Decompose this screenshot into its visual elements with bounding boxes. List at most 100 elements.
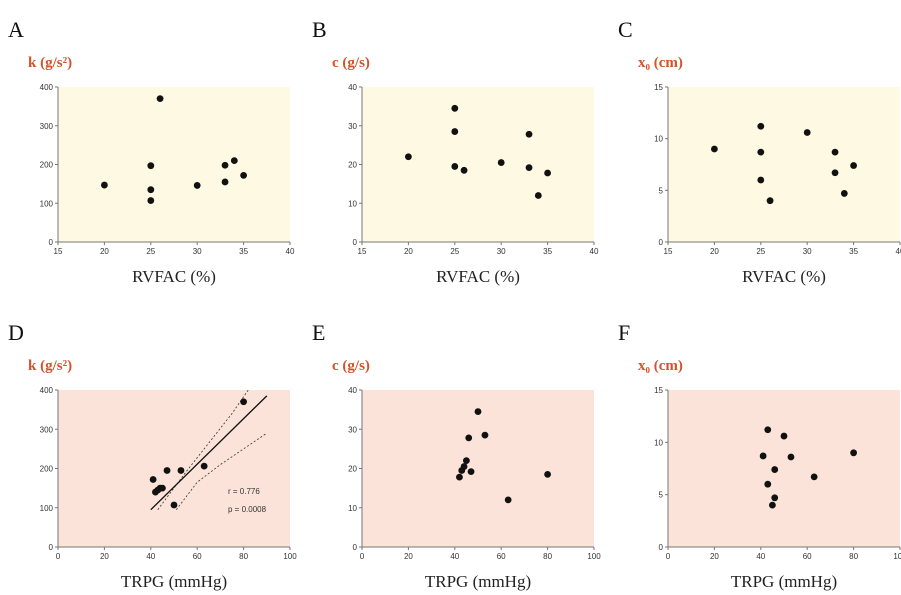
y-axis-label-e: c (g/s) xyxy=(332,358,370,374)
x-tick-label: 30 xyxy=(497,247,506,256)
data-point xyxy=(850,162,857,169)
plot-area-d xyxy=(58,390,290,547)
x-tick-label: 100 xyxy=(587,552,601,561)
y-tick-label: 200 xyxy=(40,161,54,170)
data-point xyxy=(482,432,489,439)
data-point xyxy=(505,497,512,504)
x-tick-label: 15 xyxy=(664,247,673,256)
data-point xyxy=(465,434,472,441)
data-point xyxy=(760,453,767,460)
x-tick-label: 0 xyxy=(56,552,61,561)
data-point xyxy=(711,146,718,153)
data-point xyxy=(147,162,154,169)
x-tick-label: 30 xyxy=(803,247,812,256)
x-tick-label: 15 xyxy=(358,247,367,256)
data-point xyxy=(757,123,764,130)
x-tick-label: 20 xyxy=(710,552,719,561)
y-tick-label: 10 xyxy=(654,135,663,144)
y-tick-label: 40 xyxy=(348,83,357,92)
data-point xyxy=(461,167,468,174)
x-tick-label: 0 xyxy=(360,552,365,561)
panel-e: 0 10 20 30 40 0 20 40 60 80 100 Ec (g/s) TRPG (mmHg) xyxy=(312,320,601,591)
panel-letter-a: A xyxy=(8,17,24,42)
panel-letter-e: E xyxy=(312,320,325,345)
data-point xyxy=(468,468,475,475)
panel-d: 0 100 200 300 400 0 20 40 60 80 100 Dk (g/s²) TRPG (… xyxy=(8,320,297,591)
data-point xyxy=(194,182,201,189)
panel-letter-c: C xyxy=(618,17,633,42)
data-point xyxy=(781,433,788,440)
plot-area-a xyxy=(58,87,290,242)
y-tick-label: 15 xyxy=(654,83,663,92)
panel-letter-d: D xyxy=(8,320,24,345)
plot-area-f xyxy=(668,390,900,547)
data-point xyxy=(463,457,470,464)
x-tick-label: 40 xyxy=(450,552,459,561)
x-tick-label: 15 xyxy=(54,247,63,256)
data-point xyxy=(101,182,108,189)
x-axis-label-e: TRPG (mmHg) xyxy=(425,572,531,591)
y-tick-label: 5 xyxy=(659,491,664,500)
y-tick-label: 100 xyxy=(40,199,54,208)
data-point xyxy=(771,466,778,473)
x-tick-label: 60 xyxy=(497,552,506,561)
panel-b: 0 10 20 30 40 15 20 25 30 35 40 Bc (g/s) RVFAC (%) xyxy=(312,17,599,286)
y-tick-label: 30 xyxy=(348,425,357,434)
x-axis-label-f: TRPG (mmHg) xyxy=(731,572,837,591)
stat-p: p = 0.0008 xyxy=(228,505,267,514)
data-point xyxy=(498,159,505,166)
data-point xyxy=(544,170,551,177)
y-tick-label: 300 xyxy=(40,122,54,131)
x-axis-label-b: RVFAC (%) xyxy=(436,267,520,286)
data-point xyxy=(405,153,412,160)
x-tick-label: 20 xyxy=(404,247,413,256)
y-axis-label-f: x₀ (cm) xyxy=(638,358,683,374)
x-tick-label: 80 xyxy=(849,552,858,561)
data-point xyxy=(451,128,458,135)
data-point xyxy=(475,408,482,415)
y-tick-label: 0 xyxy=(353,238,358,247)
data-point xyxy=(767,197,774,204)
data-point xyxy=(222,162,229,169)
y-tick-label: 10 xyxy=(348,504,357,513)
plot-area-b xyxy=(362,87,594,242)
x-tick-label: 35 xyxy=(239,247,248,256)
y-axis-label-b: c (g/s) xyxy=(332,55,370,71)
x-tick-label: 35 xyxy=(849,247,858,256)
data-point xyxy=(850,449,857,456)
x-tick-label: 30 xyxy=(193,247,202,256)
x-tick-label: 20 xyxy=(404,552,413,561)
x-tick-label: 100 xyxy=(283,552,297,561)
y-tick-label: 10 xyxy=(348,199,357,208)
x-tick-label: 60 xyxy=(193,552,202,561)
data-point xyxy=(171,502,178,509)
x-tick-label: 40 xyxy=(286,247,295,256)
y-tick-label: 30 xyxy=(348,122,357,131)
data-point xyxy=(771,494,778,501)
data-point xyxy=(544,471,551,478)
x-tick-label: 40 xyxy=(590,247,599,256)
plot-area-c xyxy=(668,87,900,242)
y-axis-label-c: x₀ (cm) xyxy=(638,55,683,71)
x-tick-label: 20 xyxy=(100,247,109,256)
data-point xyxy=(526,131,533,138)
data-point xyxy=(757,149,764,156)
data-point xyxy=(451,163,458,170)
y-tick-label: 0 xyxy=(49,238,54,247)
data-point xyxy=(811,473,818,480)
panel-a: 0 100 200 300 400 15 20 25 30 35 40 Ak (g/s²) RVFAC … xyxy=(8,17,295,286)
y-tick-label: 10 xyxy=(654,438,663,447)
y-tick-label: 0 xyxy=(49,543,54,552)
y-tick-label: 100 xyxy=(40,504,54,513)
data-point xyxy=(201,463,208,470)
data-point xyxy=(231,157,238,164)
panel-f: 0 5 10 15 0 20 40 60 80 100 Fx₀ (cm) TRPG (mmHg) xyxy=(618,320,901,591)
data-point xyxy=(832,169,839,176)
data-point xyxy=(240,172,247,179)
y-tick-label: 20 xyxy=(348,465,357,474)
data-point xyxy=(535,192,542,199)
y-tick-label: 0 xyxy=(659,543,664,552)
panel-letter-b: B xyxy=(312,17,327,42)
data-point xyxy=(456,474,463,481)
